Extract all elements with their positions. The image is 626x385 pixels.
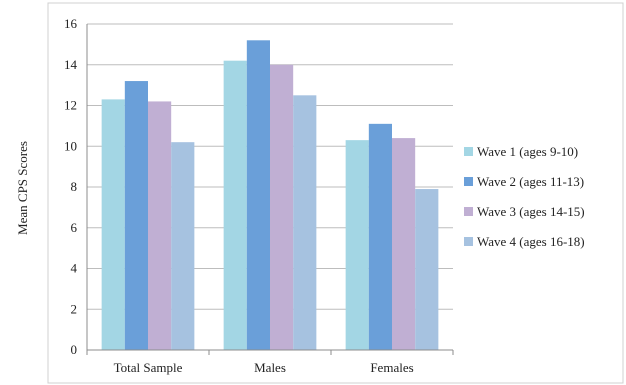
- bar: [223, 60, 247, 351]
- legend-label: Wave 1 (ages 9-10): [477, 144, 578, 159]
- x-tick-label: Females: [370, 360, 413, 375]
- bar: [171, 142, 195, 350]
- chart-frame: [47, 2, 624, 384]
- legend-swatch: [464, 207, 473, 216]
- y-tick-label: 16: [64, 16, 78, 31]
- bar: [293, 95, 317, 350]
- y-tick-labels: 0 2 4 6 8 10 12 14 16: [64, 16, 78, 357]
- y-tick-label: 14: [64, 57, 78, 72]
- x-tick-label: Males: [254, 360, 286, 375]
- axes: [86, 24, 454, 355]
- y-tick-label: 8: [71, 179, 78, 194]
- bar: [148, 101, 172, 350]
- x-tick-label: Total Sample: [114, 360, 183, 375]
- y-tick-label: 4: [71, 261, 78, 276]
- y-tick-label: 6: [71, 220, 78, 235]
- legend-label: Wave 4 (ages 16-18): [477, 234, 585, 249]
- bar: [101, 99, 125, 350]
- bar: [270, 64, 294, 350]
- legend-swatch: [464, 147, 473, 156]
- legend-swatch: [464, 237, 473, 246]
- y-tick-label: 12: [64, 98, 77, 113]
- bar: [246, 40, 270, 351]
- legend-label: Wave 2 (ages 11-13): [477, 174, 584, 189]
- bars: [101, 40, 439, 351]
- legend-label: Wave 3 (ages 14-15): [477, 204, 585, 219]
- bar: [368, 123, 392, 351]
- x-tick-labels: Total Sample Males Females: [114, 360, 414, 375]
- bar: [415, 189, 439, 350]
- bar: [345, 140, 369, 350]
- y-tick-label: 0: [71, 342, 78, 357]
- y-tick-label: 10: [64, 138, 77, 153]
- y-tick-label: 2: [71, 301, 78, 316]
- legend: Wave 1 (ages 9-10) Wave 2 (ages 11-13) Wav…: [464, 144, 585, 249]
- bar: [124, 81, 148, 351]
- bar: [392, 138, 416, 350]
- legend-swatch: [464, 177, 473, 186]
